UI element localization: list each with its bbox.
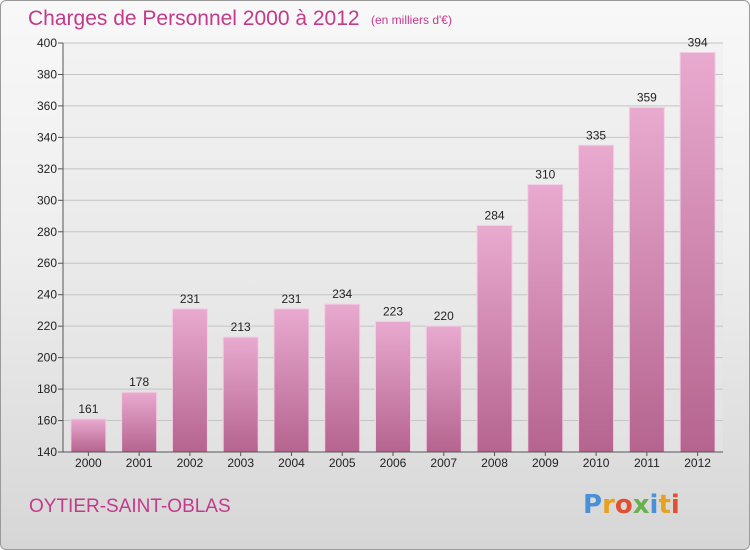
y-tick-label: 300 xyxy=(37,193,57,207)
bar-2010 xyxy=(578,144,615,453)
x-tick-label-2006: 2006 xyxy=(380,456,407,470)
bar-2008 xyxy=(476,224,513,453)
y-tick-label: 240 xyxy=(37,288,57,302)
value-label-2005: 234 xyxy=(332,287,352,301)
value-label-2009: 310 xyxy=(535,168,555,182)
x-tick-label-2011: 2011 xyxy=(634,456,660,470)
y-tick-label: 360 xyxy=(37,99,57,113)
logo-letter: r xyxy=(602,490,615,520)
x-tick-label-2000: 2000 xyxy=(75,456,102,470)
y-tick-label: 160 xyxy=(37,414,57,428)
y-tick-label: 340 xyxy=(37,130,57,144)
x-tick-label-2004: 2004 xyxy=(278,456,305,470)
bars: 161 178 231 213 231 234 223 220 284 310 335 359 394 xyxy=(70,35,716,453)
x-tick-label-2005: 2005 xyxy=(329,456,356,470)
bar-2011 xyxy=(628,106,665,453)
value-label-2011: 359 xyxy=(637,90,657,104)
value-label-2001: 178 xyxy=(129,375,149,389)
value-label-2008: 284 xyxy=(485,208,505,222)
bar-2007 xyxy=(425,325,462,453)
value-label-2004: 231 xyxy=(281,292,301,306)
y-axis: 140 160 180 200 220 240 260 280 300 320 340 360 380 4… xyxy=(37,36,64,459)
x-tick-label-2001: 2001 xyxy=(126,456,153,470)
y-tick-label: 200 xyxy=(37,351,57,365)
value-label-2010: 335 xyxy=(586,128,606,142)
logo-letter: i xyxy=(649,490,659,520)
y-tick-label: 220 xyxy=(37,319,57,333)
bar-2004 xyxy=(273,308,310,453)
y-tick-label: 400 xyxy=(37,36,57,50)
commune-name: OYTIER-SAINT-OBLAS xyxy=(29,496,231,517)
x-tick-label-2002: 2002 xyxy=(177,456,204,470)
y-tick-label: 140 xyxy=(37,445,57,459)
value-label-2003: 213 xyxy=(231,320,251,334)
x-tick-label-2003: 2003 xyxy=(227,456,254,470)
value-label-2012: 394 xyxy=(688,35,708,49)
x-tick-label-2010: 2010 xyxy=(583,456,610,470)
bar-2001 xyxy=(121,391,158,453)
logo-letter: P xyxy=(583,490,603,520)
y-tick-label: 280 xyxy=(37,225,57,239)
x-axis: 2000 2001 2002 2003 2004 2005 2006 2007 2008 2009… xyxy=(63,451,723,470)
bar-2003 xyxy=(222,336,259,453)
value-label-2007: 220 xyxy=(434,309,454,323)
bar-2005 xyxy=(324,303,361,453)
y-tick-label: 320 xyxy=(37,162,57,176)
bar-2009 xyxy=(527,184,564,453)
logo-letter: t xyxy=(658,490,671,520)
value-label-2000: 161 xyxy=(78,402,98,416)
x-tick-label-2007: 2007 xyxy=(430,456,457,470)
value-label-2006: 223 xyxy=(383,304,403,318)
proxiti-logo: Proxiti xyxy=(583,490,680,520)
bar-2006 xyxy=(375,320,411,453)
chart-subtitle: (en milliers d'€) xyxy=(371,13,452,27)
logo-letter: x xyxy=(632,490,650,520)
value-label-2002: 231 xyxy=(180,292,200,306)
x-tick-label-2008: 2008 xyxy=(481,456,508,470)
chart-title: Charges de Personnel 2000 à 2012 xyxy=(28,7,360,30)
bar-2012 xyxy=(679,51,716,453)
logo-letter: o xyxy=(614,490,633,520)
x-tick-label-2009: 2009 xyxy=(532,456,559,470)
y-tick-label: 180 xyxy=(37,382,57,396)
x-tick-label-2012: 2012 xyxy=(684,456,711,470)
y-tick-label: 380 xyxy=(37,67,57,81)
y-tick-label: 260 xyxy=(37,256,57,270)
logo-letter: i xyxy=(670,490,680,520)
bar-2002 xyxy=(171,308,208,453)
bar-2000 xyxy=(70,418,107,453)
